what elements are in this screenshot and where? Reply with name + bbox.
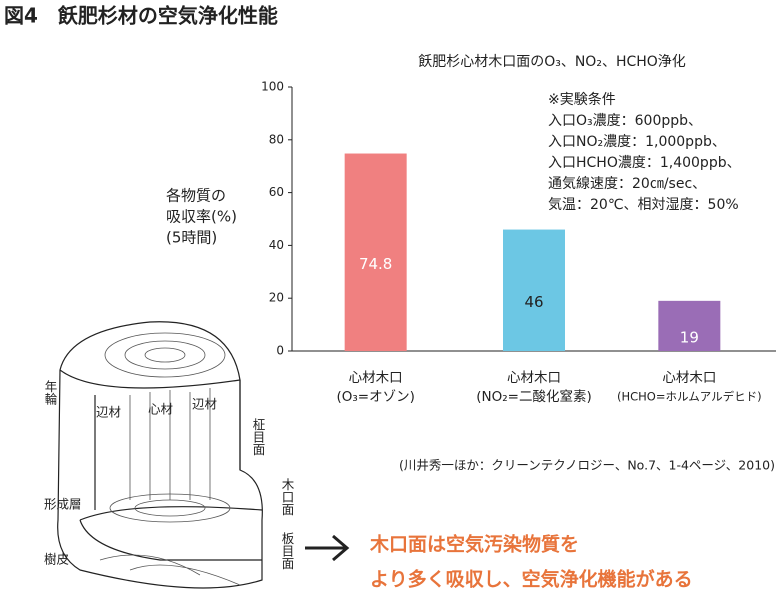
note: 入口HCHO濃度：1,400ppb、	[548, 155, 741, 171]
value-label: 46	[524, 293, 543, 311]
note: 入口NO₂濃度：1,000ppb、	[548, 134, 726, 150]
y-tick-label: 40	[269, 238, 284, 252]
diagram-label: 形成層	[44, 497, 82, 512]
figure-title: 図4 飫肥杉材の空気浄化性能	[4, 4, 278, 28]
conclusion: より多く吸収し、空気浄化機能がある	[370, 568, 693, 591]
bar	[503, 229, 565, 351]
chart-title: 飫肥杉心材木口面のO₃、NO₂、HCHO浄化	[418, 53, 686, 70]
diagram-label: 心材	[148, 402, 173, 417]
diagram-label: 柾目面	[251, 418, 266, 456]
diagram-label: 樹皮	[44, 552, 69, 567]
source: (川井秀一ほか：クリーンテクノロジー、No.7、1-4ページ、2010)	[399, 458, 775, 473]
x-tick-label: 心材木口	[507, 370, 561, 386]
y-axis-label: 吸収率(%)	[166, 208, 237, 226]
x-tick-label: 心材木口	[349, 370, 403, 386]
y-tick-label: 60	[269, 185, 284, 199]
conclusion: 木口面は空気汚染物質を	[369, 533, 579, 556]
value-label: 19	[680, 328, 699, 346]
y-tick-label: 20	[269, 291, 284, 305]
bar	[344, 153, 407, 351]
diagram-label: 辺材	[192, 397, 217, 412]
y-tick-label: 0	[276, 344, 284, 358]
y-tick-label: 80	[269, 132, 284, 146]
x-tick-label: 心材木口	[662, 370, 716, 386]
log-illustration	[57, 321, 263, 589]
x-tick-label: (O₃=オゾン)	[336, 389, 414, 405]
bar	[658, 300, 721, 351]
diagram-label: 板目面	[280, 532, 295, 570]
note: 入口O₃濃度：600ppb、	[548, 113, 702, 129]
value-label: 74.8	[359, 255, 392, 273]
arrow	[305, 534, 350, 562]
note: 気温：20℃、相対湿度：50%	[548, 197, 739, 213]
diagram-label: 年輪	[43, 380, 58, 405]
x-tick-label: (NO₂=二酸化窒素)	[476, 388, 591, 405]
diagram-label: 木口面	[280, 478, 295, 516]
diagram-label: 辺材	[96, 405, 121, 420]
y-axis-label: 各物質の	[166, 187, 226, 205]
y-axis-label: (5時間)	[166, 229, 217, 247]
x-tick-label: (HCHO=ホルムアルデヒド)	[617, 390, 762, 404]
note: ※実験条件	[548, 91, 616, 108]
note: 通気線速度：20㎝/sec、	[548, 176, 706, 192]
y-tick-label: 100	[261, 80, 284, 94]
